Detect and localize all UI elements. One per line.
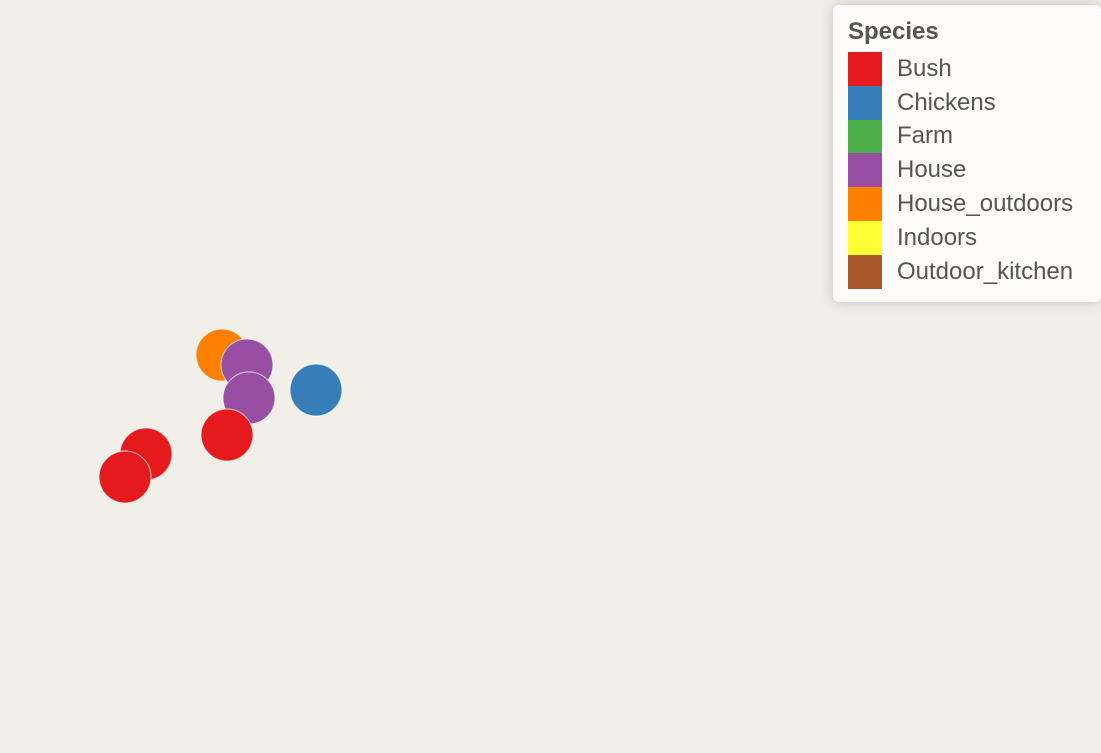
legend-label: Chickens	[897, 88, 996, 116]
legend-title: Species	[848, 18, 939, 45]
legend-item-bush: Bush	[848, 51, 1091, 86]
legend-item-farm: Farm	[848, 119, 1091, 154]
points-layer	[98, 328, 343, 504]
point-bush[interactable]	[98, 450, 152, 504]
legend-swatch	[848, 220, 882, 255]
legend-swatch	[848, 51, 882, 86]
legend-label: Bush	[897, 54, 952, 82]
legend-item-house-outdoors: House_outdoors	[848, 187, 1091, 222]
legend: Species Bush Chickens Farm House House_outdo…	[833, 5, 1101, 302]
legend-label: House_outdoors	[897, 190, 1074, 218]
legend-item-indoors: Indoors	[848, 220, 1091, 255]
legend-swatch	[848, 153, 882, 188]
legend-item-house: House	[848, 153, 1091, 188]
legend-item-outdoor-kitchen: Outdoor_kitchen	[848, 254, 1091, 289]
legend-swatch	[848, 85, 882, 120]
legend-label: Farm	[897, 122, 953, 150]
legend-items: Bush Chickens Farm House House_outdoors Indoo…	[848, 51, 1091, 289]
legend-swatch	[848, 119, 882, 154]
legend-item-chickens: Chickens	[848, 85, 1091, 120]
legend-swatch	[848, 254, 882, 289]
point-bush[interactable]	[200, 408, 254, 462]
point-chickens[interactable]	[289, 363, 343, 417]
legend-label: House	[897, 156, 967, 184]
legend-label: Outdoor_kitchen	[897, 257, 1074, 285]
legend-label: Indoors	[897, 223, 978, 251]
legend-swatch	[848, 187, 882, 222]
